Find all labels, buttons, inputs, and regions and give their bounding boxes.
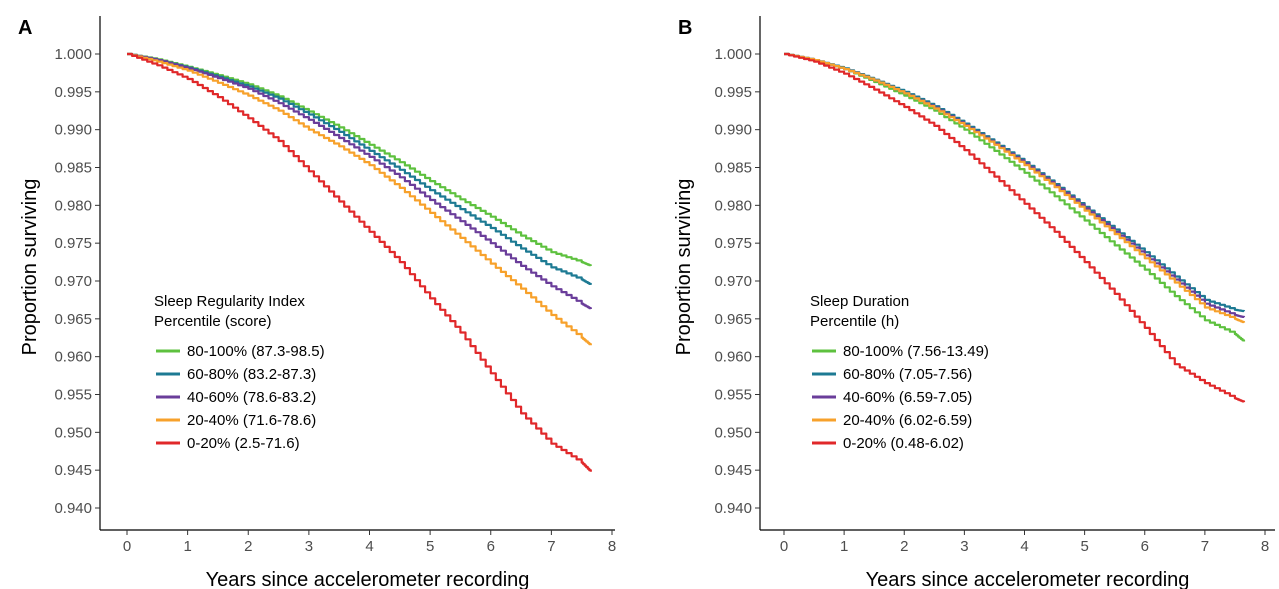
x-tick-label: 1 [840,538,848,555]
x-axis-title: Years since accelerometer recording [866,569,1190,589]
x-tick-label: 7 [1201,538,1209,555]
legend-label: 80-100% (87.3-98.5) [187,343,325,360]
x-tick-label: 6 [1141,538,1149,555]
x-axis-title: Years since accelerometer recording [206,569,530,589]
y-tick-label: 0.990 [54,122,92,139]
x-tick-label: 7 [547,538,555,555]
y-tick-label: 0.975 [54,235,92,252]
y-tick-label: 0.965 [54,311,92,328]
y-axis-title: Proportion surviving [673,179,695,356]
x-tick-label: 0 [123,538,131,555]
panel-a: 0.940 0.945 0.950 0.955 0.960 0.965 0.970 0.975… [18,16,616,589]
y-tick-label: 0.975 [714,235,752,252]
x-tick-label: 6 [487,538,495,555]
x-tick-label: 5 [1080,538,1088,555]
y-tick-label: 0.945 [714,462,752,479]
legend-label: 60-80% (7.05-7.56) [843,366,972,383]
series-line [784,52,1246,403]
series-line [127,52,592,310]
y-tick-label: 0.950 [54,424,92,441]
x-tick-label: 4 [365,538,373,555]
series-line [784,52,1246,324]
series-line [127,52,592,285]
y-tick-label: 0.965 [714,311,752,328]
panel-letter: A [18,17,32,39]
y-tick-label: 0.980 [54,197,92,214]
panel-b: 0.940 0.945 0.950 0.955 0.960 0.965 0.970 0.975… [673,16,1275,589]
legend-label: 0-20% (2.5-71.6) [187,435,300,452]
legend-label: 40-60% (78.6-83.2) [187,389,316,406]
y-tick-label: 0.995 [54,84,92,101]
x-tick-label: 1 [183,538,191,555]
series-line [784,52,1246,313]
y-tick-label: 0.985 [714,160,752,177]
panel-letter: B [678,17,692,39]
y-tick-label: 0.950 [714,424,752,441]
x-tick-label: 2 [244,538,252,555]
y-tick-label: 0.990 [714,122,752,139]
legend-label: 60-80% (83.2-87.3) [187,366,316,383]
legend-title: Percentile (score) [154,313,272,330]
y-tick-label: 0.960 [54,349,92,366]
y-tick-label: 0.980 [714,197,752,214]
y-tick-label: 1.000 [714,46,752,63]
x-tick-label: 4 [1020,538,1028,555]
series-line [127,52,592,346]
legend-label: 80-100% (7.56-13.49) [843,343,989,360]
y-tick-label: 0.970 [54,273,92,290]
x-tick-label: 8 [608,538,616,555]
series-line [127,52,592,267]
legend-title: Sleep Regularity Index [154,293,305,310]
x-tick-label: 8 [1261,538,1269,555]
legend-label: 0-20% (0.48-6.02) [843,435,964,452]
legend-label: 20-40% (71.6-78.6) [187,412,316,429]
y-tick-label: 0.985 [54,160,92,177]
legend-label: 20-40% (6.02-6.59) [843,412,972,429]
y-tick-label: 1.000 [54,46,92,63]
y-tick-label: 0.955 [714,387,752,404]
x-tick-label: 2 [900,538,908,555]
x-tick-label: 3 [960,538,968,555]
y-tick-label: 0.945 [54,462,92,479]
y-axis-title: Proportion surviving [19,179,41,356]
x-tick-label: 5 [426,538,434,555]
x-tick-label: 0 [780,538,788,555]
y-tick-label: 0.940 [714,500,752,517]
legend-title: Sleep Duration [810,293,909,310]
series-line [127,52,592,472]
legend-label: 40-60% (6.59-7.05) [843,389,972,406]
y-tick-label: 0.995 [714,84,752,101]
x-tick-label: 3 [305,538,313,555]
y-tick-label: 0.970 [714,273,752,290]
legend-title: Percentile (h) [810,313,899,330]
y-tick-label: 0.955 [54,387,92,404]
y-tick-label: 0.940 [54,500,92,517]
y-tick-label: 0.960 [714,349,752,366]
